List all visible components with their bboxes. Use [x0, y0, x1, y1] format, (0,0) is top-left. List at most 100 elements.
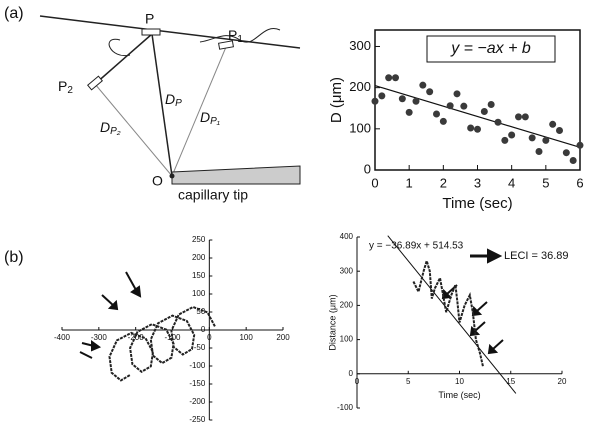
y-tick-label: 300: [340, 266, 354, 275]
y-tick-label: 150: [192, 271, 206, 280]
origin: [169, 173, 175, 179]
line-p2-p: [94, 33, 153, 85]
marker-p2: [87, 75, 103, 91]
point: [535, 147, 543, 155]
label-sub: 1: [237, 34, 243, 45]
point: [392, 74, 399, 82]
label: P: [145, 11, 154, 27]
point: [385, 74, 393, 82]
point: [405, 108, 413, 116]
membrane-line: [39, 15, 301, 49]
label: DP₁: [200, 109, 220, 127]
x-tick-label: 4: [508, 175, 515, 190]
x-tick-label: -400: [54, 333, 71, 342]
x-tick-label: 10: [455, 377, 464, 386]
arrow: [79, 351, 93, 359]
line-dp2: [94, 83, 173, 177]
y-tick-label: 400: [340, 232, 354, 241]
y-tick-label: 50: [196, 307, 205, 316]
x-tick-label: 5: [542, 175, 549, 190]
fit-line: [387, 235, 517, 394]
x-tick-label: 6: [576, 175, 583, 190]
point: [371, 97, 379, 105]
panel-label: (b): [4, 249, 24, 266]
y-tick-label: 0: [201, 325, 206, 334]
label-text: P: [228, 27, 237, 43]
point: [426, 88, 434, 96]
y-tick-label: 200: [340, 301, 354, 310]
label-sub: P₁: [210, 116, 220, 127]
x-tick-label: 1: [406, 175, 413, 190]
line-dp: [151, 33, 173, 177]
data-line: [108, 305, 216, 382]
y-tick-label: -150: [189, 379, 206, 388]
annotation-box: [426, 35, 556, 63]
label-text: D: [100, 119, 110, 135]
arrow-head: [471, 305, 483, 317]
point: [433, 110, 440, 118]
arrow-head: [487, 248, 503, 264]
label-sub: P₂: [110, 126, 121, 137]
y-tick-label: 200: [349, 79, 371, 94]
y-tick-label: -100: [189, 361, 206, 370]
y-tick-label: 100: [192, 289, 206, 298]
diagram-labels: P P1 P2 DP DP₁ DP₂ O capillary tip: [58, 11, 248, 203]
y-tick-label: -250: [189, 415, 206, 424]
y-tick-label: 100: [349, 120, 371, 135]
marker-p: [141, 28, 161, 36]
point: [439, 117, 447, 125]
point: [508, 131, 516, 139]
x-tick-label: 2: [440, 175, 447, 190]
point: [556, 126, 563, 134]
point: [576, 141, 584, 149]
data-line: [412, 257, 485, 368]
label: P1: [228, 27, 243, 45]
x-tick-label: 200: [276, 333, 290, 342]
label: DP: [165, 91, 182, 109]
point: [412, 97, 420, 105]
point: [521, 113, 529, 121]
marker-p1: [218, 40, 234, 50]
label: P2: [58, 78, 73, 96]
x-tick-label: 0: [371, 175, 378, 190]
panel-label: (a): [4, 5, 24, 22]
arrow: [476, 301, 488, 312]
point: [460, 102, 468, 110]
result: LECI = 36.89: [504, 250, 569, 262]
point: [501, 136, 509, 144]
arrow: [474, 321, 486, 332]
arrow-head: [130, 285, 142, 298]
label: capillary tip: [178, 187, 248, 203]
label: O: [152, 173, 163, 189]
point: [453, 90, 461, 98]
wavy-line: [108, 28, 281, 57]
point: [494, 118, 502, 126]
label-text: D: [165, 91, 175, 107]
x-tick-label: 3: [474, 175, 481, 190]
point: [398, 95, 406, 103]
y-tick-label: -100: [337, 403, 354, 412]
annotation: y = −36.89x + 514.53: [369, 241, 464, 252]
y-tick-label: 100: [340, 335, 354, 344]
arrow-head: [107, 299, 119, 311]
point: [528, 134, 536, 142]
label-sub: P: [175, 98, 182, 109]
arrows: [79, 248, 504, 359]
label-text: D: [200, 109, 210, 125]
annotation: y = −ax + b: [450, 40, 531, 57]
y-tick-label: 200: [192, 253, 206, 262]
y-axis-title: D (μm): [328, 77, 345, 123]
point: [467, 124, 475, 132]
x-tick-label: 0: [355, 377, 360, 386]
x-axis-title: Time (sec): [438, 390, 480, 400]
arrow: [101, 294, 115, 307]
x-tick-label: 100: [239, 333, 253, 342]
y-tick-label: 300: [349, 38, 371, 53]
y-tick-label: -200: [189, 397, 206, 406]
y-tick-label: 0: [349, 369, 354, 378]
point: [446, 102, 454, 110]
y-tick-label: -50: [194, 343, 206, 352]
trend-line: [374, 85, 581, 148]
x-tick-label: -300: [91, 333, 108, 342]
